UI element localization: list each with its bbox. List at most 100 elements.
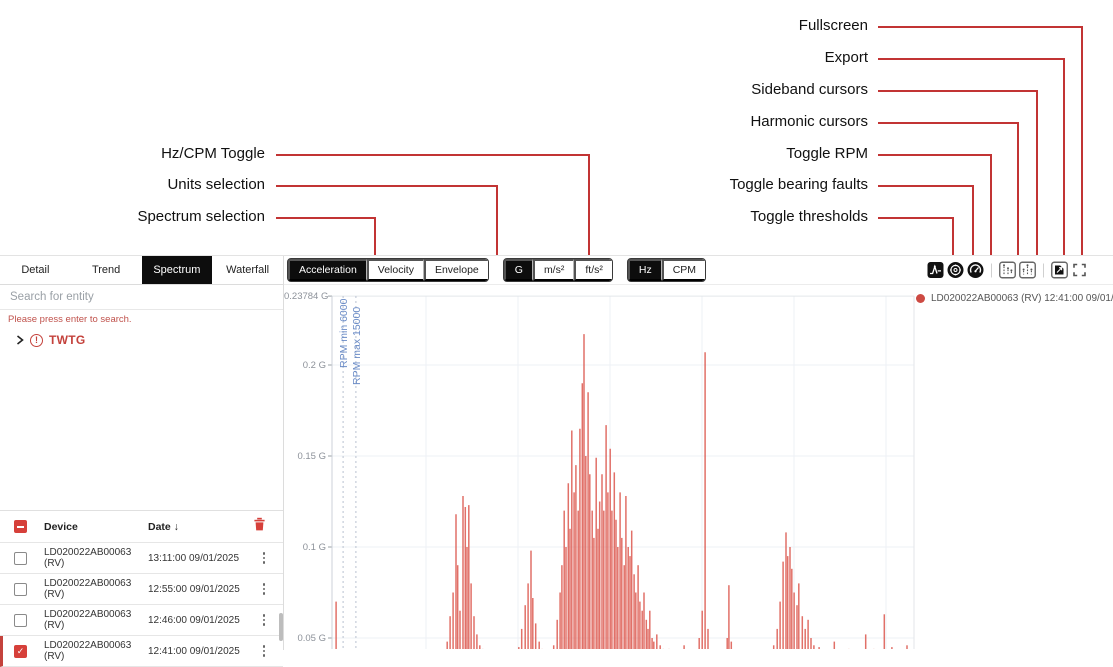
export-button[interactable]: [1051, 261, 1068, 279]
device-name-cell: LD020022AB00063 (RV): [44, 578, 132, 600]
callout-line: [878, 90, 1038, 92]
row-checkbox[interactable]: [14, 582, 27, 596]
delete-selected-button[interactable]: [253, 517, 275, 536]
y-axis-tick-label: 0.15 G: [297, 450, 326, 462]
hz-cpm-toggle-option[interactable]: CPM: [661, 259, 706, 281]
callout-line: [374, 218, 376, 258]
callout-line: [1063, 59, 1065, 255]
measurement-date-cell: 12:41:00 09/01/2025: [148, 645, 240, 657]
callout-line: [878, 217, 954, 219]
callout-line: [878, 185, 974, 187]
row-menu-button[interactable]: [253, 645, 275, 657]
device-list-row[interactable]: LD020022AB00063 (RV) 12:41:00 09/01/2025: [0, 636, 283, 667]
units-selection-option[interactable]: G: [503, 259, 533, 281]
callout-line: [1081, 27, 1083, 255]
callout-label-toggle-bearing-faults: Toggle bearing faults: [729, 176, 868, 193]
callout-label-fullscreen: Fullscreen: [798, 17, 868, 34]
device-list-row[interactable]: LD020022AB00063 (RV) 12:55:00 09/01/2025: [0, 574, 283, 605]
harmonic-cursors-button[interactable]: [999, 261, 1016, 279]
legend-series-dot: [916, 294, 925, 303]
toolbar-separator: [1043, 263, 1044, 277]
spectrum-plot[interactable]: RPM min 6000 RPM max 15000: [328, 285, 916, 649]
callout-line: [952, 218, 954, 255]
tab-bar: Detail Trend Spectrum Waterfall: [0, 256, 283, 285]
y-axis-tick-label: 0.05 G: [297, 632, 326, 644]
legend-series-label: LD020022AB00063 (RV) 12:41:00 09/01/2...: [931, 293, 1113, 304]
date-column-header[interactable]: Date ↓: [148, 520, 179, 533]
hz-cpm-toggle: Hz CPM: [626, 258, 707, 282]
tab-trend[interactable]: Trend: [91, 264, 121, 276]
units-selection-option[interactable]: m/s²: [532, 259, 575, 281]
toolbar-icons: [927, 261, 1088, 279]
chevron-right-icon: [17, 335, 24, 345]
chart-legend[interactable]: LD020022AB00063 (RV) 12:41:00 09/01/2...: [916, 293, 1113, 304]
measurement-date-cell: 12:46:00 09/01/2025: [148, 614, 240, 626]
device-list-row[interactable]: LD020022AB00063 (RV) 12:46:00 09/01/2025: [0, 605, 283, 636]
tab-spectrum[interactable]: Spectrum: [141, 256, 213, 284]
device-table: Device Date ↓ LD020022AB00063 (RV) 13:11:00…: [0, 510, 283, 667]
tab-detail[interactable]: Detail: [21, 264, 50, 276]
y-axis-tick-label: 0.1 G: [302, 541, 326, 553]
sideband-cursors-button[interactable]: [1019, 261, 1036, 279]
row-checkbox[interactable]: [14, 551, 27, 565]
spectrum-selection: Acceleration Velocity Envelope: [287, 258, 489, 282]
spectrum-selection-option[interactable]: Acceleration: [288, 259, 367, 281]
rpm-marker-label: RPM max 15000: [351, 307, 363, 385]
fullscreen-button[interactable]: [1071, 262, 1088, 279]
callout-line: [878, 58, 1065, 60]
toggle-rpm-button[interactable]: [967, 262, 984, 279]
row-checkbox[interactable]: [14, 644, 27, 658]
entity-tree-item[interactable]: ! TWTG: [0, 325, 283, 347]
callout-line: [276, 217, 376, 219]
device-list-row[interactable]: LD020022AB00063 (RV) 13:11:00 09/01/2025: [0, 543, 283, 574]
row-checkbox[interactable]: [14, 613, 27, 627]
spectrum-selection-option[interactable]: Envelope: [423, 259, 488, 281]
callout-line: [878, 122, 1019, 124]
spectrum-selection-option[interactable]: Velocity: [366, 259, 424, 281]
callout-line: [588, 155, 590, 258]
callout-label-spectrum-selection: Spectrum selection: [137, 208, 265, 225]
callout-line: [496, 186, 498, 258]
rpm-marker-label: RPM min 6000: [338, 298, 350, 368]
export-icon: [1051, 261, 1068, 279]
toggle-bearing-faults-icon: [947, 262, 964, 278]
device-name-cell: LD020022AB00063 (RV): [44, 640, 132, 662]
callout-label-harmonic-cursors: Harmonic cursors: [750, 113, 868, 130]
search-input[interactable]: [0, 291, 283, 303]
select-all-checkbox[interactable]: [14, 520, 27, 533]
tab-waterfall[interactable]: Waterfall: [226, 264, 270, 276]
callout-line: [990, 155, 992, 255]
device-table-header: Device Date ↓: [0, 511, 283, 543]
callout-line: [972, 186, 974, 255]
row-menu-button[interactable]: [253, 614, 275, 626]
callout-line: [878, 26, 1083, 28]
sidebar-panel: Detail Trend Spectrum Waterfall Please pres…: [0, 256, 284, 667]
entity-label: TWTG: [49, 333, 86, 347]
callout-line: [878, 154, 992, 156]
fullscreen-icon: [1073, 263, 1086, 277]
spectrum-chart: RPM min 6000 RPM max 15000 LD020022AB0006…: [284, 285, 1113, 649]
search-row: [0, 285, 283, 310]
device-column-header[interactable]: Device: [44, 520, 78, 533]
annotated-screenshot: Fullscreen Export Sideband cursors Harmonic…: [0, 0, 1113, 649]
trash-icon: [254, 517, 265, 531]
units-selection-option[interactable]: ft/s²: [574, 259, 612, 281]
row-menu-button[interactable]: [253, 583, 275, 595]
callout-line: [276, 185, 498, 187]
callout-line: [1017, 123, 1019, 255]
callout-label-sideband-cursors: Sideband cursors: [751, 81, 868, 98]
sideband-cursors-icon: [1019, 261, 1036, 279]
scrollbar-thumb[interactable]: [279, 613, 283, 641]
toggle-bearing-faults-button[interactable]: [947, 262, 964, 279]
row-menu-button[interactable]: [253, 552, 275, 564]
callout-label-hz-cpm-toggle: Hz/CPM Toggle: [161, 145, 265, 162]
toggle-thresholds-button[interactable]: [927, 262, 944, 279]
y-axis-tick-label: 0.23784 G: [284, 290, 329, 302]
callout-line: [1036, 91, 1038, 255]
hz-cpm-toggle-option[interactable]: Hz: [627, 259, 662, 281]
callout-label-units-selection: Units selection: [167, 176, 265, 193]
device-name-cell: LD020022AB00063 (RV): [44, 609, 132, 631]
